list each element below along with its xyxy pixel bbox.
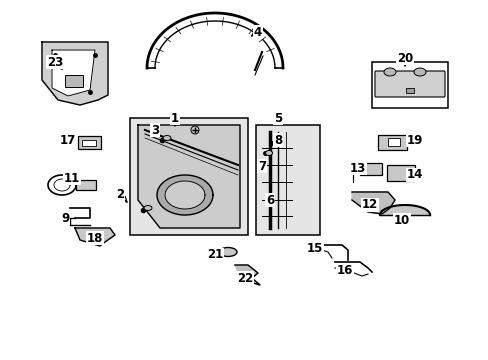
Polygon shape: [235, 265, 260, 285]
Bar: [405, 88, 413, 93]
Circle shape: [191, 126, 199, 134]
Ellipse shape: [265, 150, 272, 156]
Text: 6: 6: [265, 194, 274, 207]
Text: 22: 22: [236, 271, 253, 284]
Text: 16: 16: [336, 264, 352, 276]
Text: 9: 9: [61, 211, 69, 225]
Text: 4: 4: [253, 26, 262, 39]
Text: 2: 2: [116, 189, 124, 202]
Text: 14: 14: [406, 168, 422, 181]
Ellipse shape: [413, 68, 425, 76]
Text: 11: 11: [64, 171, 80, 184]
Bar: [130, 118, 247, 235]
Polygon shape: [138, 125, 240, 228]
Polygon shape: [157, 175, 213, 215]
Text: 20: 20: [396, 51, 412, 64]
Text: 13: 13: [349, 162, 366, 175]
Ellipse shape: [219, 248, 237, 256]
FancyBboxPatch shape: [359, 163, 382, 175]
FancyBboxPatch shape: [387, 138, 399, 146]
Bar: [371, 62, 447, 108]
Text: 15: 15: [306, 242, 323, 255]
Text: 12: 12: [361, 198, 377, 211]
FancyBboxPatch shape: [377, 135, 406, 149]
Text: 21: 21: [206, 248, 223, 261]
Ellipse shape: [143, 206, 152, 211]
Text: 5: 5: [273, 112, 282, 125]
Text: 17: 17: [60, 134, 76, 147]
Text: 8: 8: [273, 134, 282, 147]
FancyBboxPatch shape: [386, 165, 414, 181]
Text: 19: 19: [406, 134, 422, 147]
Text: 1: 1: [171, 112, 179, 125]
Bar: [65, 75, 83, 87]
Text: 10: 10: [393, 213, 409, 226]
Polygon shape: [52, 50, 95, 96]
Text: 18: 18: [87, 231, 103, 244]
Text: 23: 23: [47, 55, 63, 68]
FancyBboxPatch shape: [77, 135, 101, 148]
Ellipse shape: [383, 68, 395, 76]
Ellipse shape: [163, 135, 171, 140]
Text: 3: 3: [151, 123, 159, 136]
Polygon shape: [164, 181, 204, 209]
Polygon shape: [75, 228, 115, 246]
Polygon shape: [42, 42, 108, 105]
Text: 7: 7: [257, 159, 265, 172]
FancyBboxPatch shape: [76, 180, 96, 190]
Ellipse shape: [272, 140, 279, 145]
FancyBboxPatch shape: [81, 140, 96, 146]
Polygon shape: [351, 192, 394, 214]
Bar: [256, 125, 319, 235]
FancyBboxPatch shape: [374, 71, 444, 97]
